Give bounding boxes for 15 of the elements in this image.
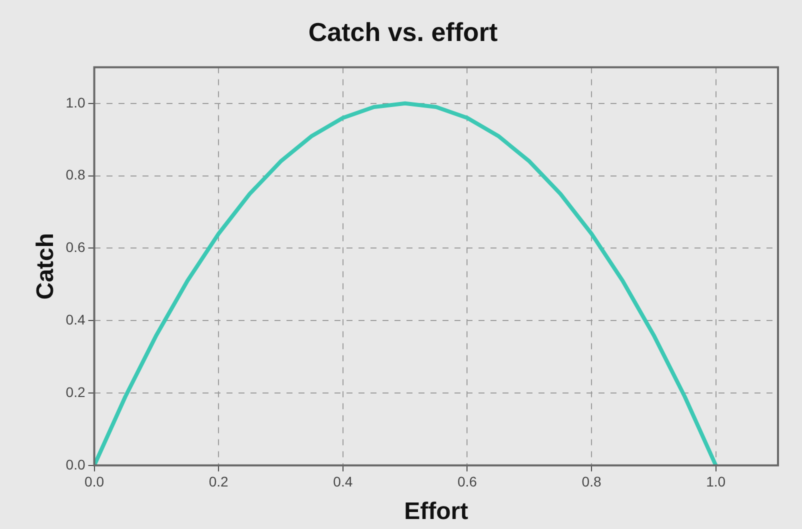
x-tick-label: 1.0: [706, 474, 726, 490]
y-tick-label: 0.2: [66, 384, 86, 400]
chart-title: Catch vs. effort: [308, 16, 498, 47]
y-tick-label: 0.8: [66, 166, 86, 183]
x-tick-label: 0.0: [84, 474, 104, 490]
y-axis-title: Catch: [32, 232, 60, 300]
x-tick-label: 0.6: [457, 474, 478, 490]
x-tick-label: 0.8: [582, 474, 602, 490]
y-tick-label: 1.0: [66, 94, 86, 110]
y-tick-label: 0.0: [66, 456, 86, 472]
x-tick-label: 0.4: [333, 474, 353, 490]
x-tick-label: 0.2: [208, 474, 229, 490]
y-tick-label: 0.6: [66, 239, 86, 256]
x-axis-title: Effort: [404, 498, 468, 526]
y-tick-label: 0.4: [66, 311, 86, 328]
